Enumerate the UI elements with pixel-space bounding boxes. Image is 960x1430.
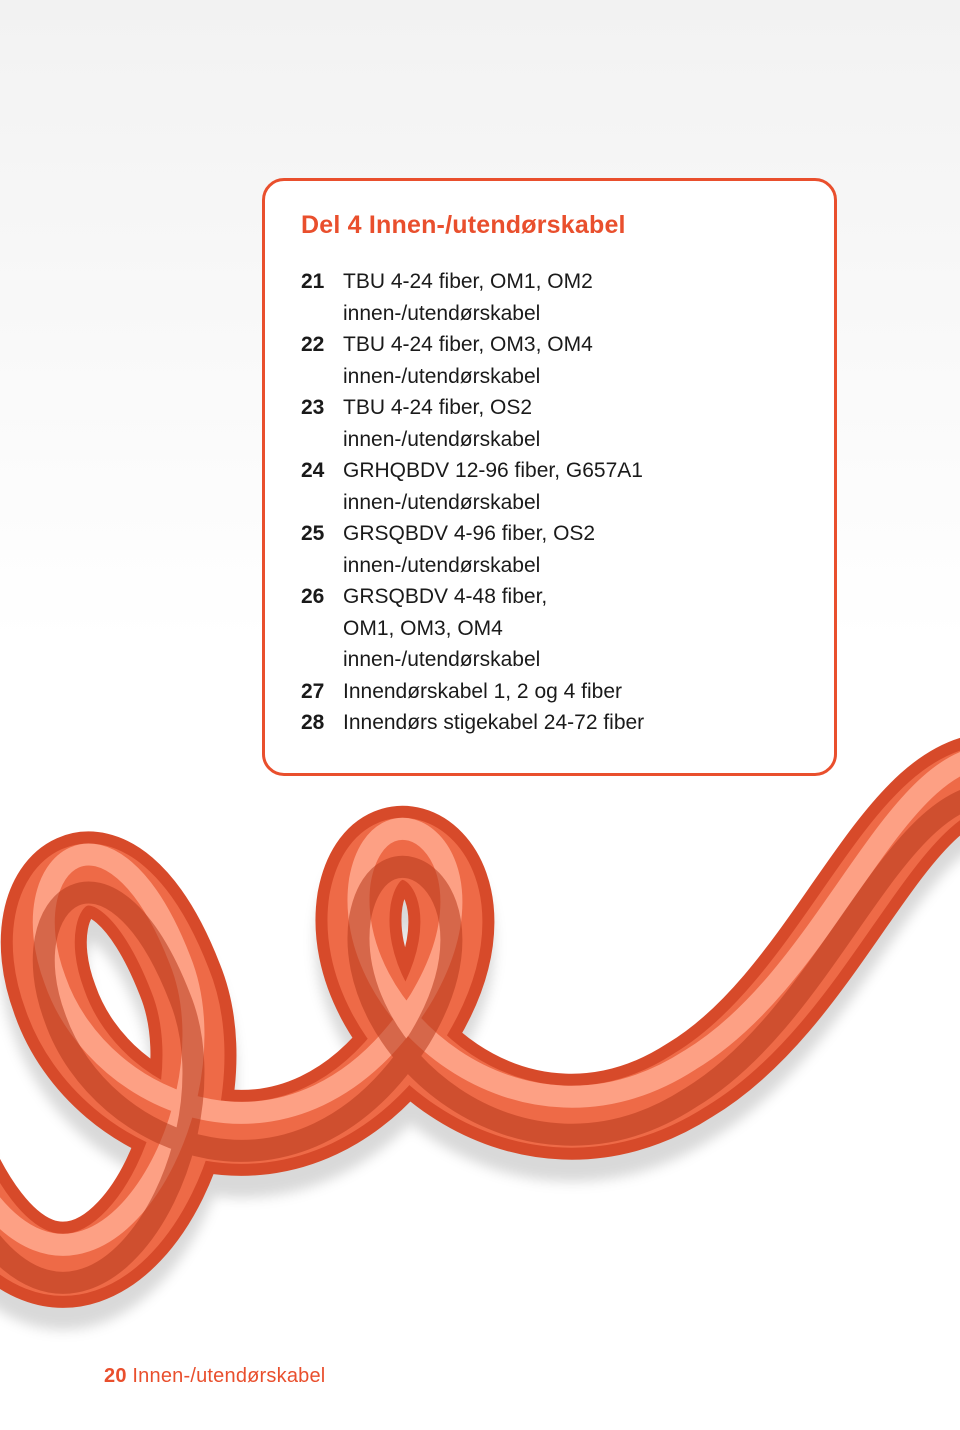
toc-list: 21TBU 4-24 fiber, OM1, OM2innen-/utendør… <box>301 266 798 739</box>
toc-item-subline: innen-/utendørskabel <box>343 644 798 676</box>
toc-item-label: Innendørs stigekabel 24-72 fiber <box>343 707 798 739</box>
toc-item-subline: innen-/utendørskabel <box>343 487 798 519</box>
toc-item-subline: innen-/utendørskabel <box>343 361 798 393</box>
toc-item-number: 22 <box>301 329 343 361</box>
toc-item-label: Innendørskabel 1, 2 og 4 fiber <box>343 676 798 708</box>
toc-box: Del 4 Innen-/utendørskabel 21TBU 4-24 fi… <box>262 178 837 776</box>
toc-item-number: 27 <box>301 676 343 708</box>
toc-item-subline: innen-/utendørskabel <box>343 424 798 456</box>
toc-item-label: GRSQBDV 4-96 fiber, OS2 <box>343 518 798 550</box>
toc-item-label: TBU 4-24 fiber, OM1, OM2 <box>343 266 798 298</box>
toc-item-label: TBU 4-24 fiber, OS2 <box>343 392 798 424</box>
toc-item-label: GRSQBDV 4-48 fiber, <box>343 581 798 613</box>
page-footer: 20 Innen-/utendørskabel <box>104 1365 325 1388</box>
toc-item-subline: OM1, OM3, OM4 <box>343 613 798 645</box>
toc-item-number: 21 <box>301 266 343 298</box>
toc-item-label: GRHQBDV 12-96 fiber, G657A1 <box>343 455 798 487</box>
toc-item-subline: innen-/utendørskabel <box>343 298 798 330</box>
toc-item-number: 23 <box>301 392 343 424</box>
toc-title: Del 4 Innen-/utendørskabel <box>301 211 798 240</box>
toc-item-subline: innen-/utendørskabel <box>343 550 798 582</box>
toc-item-number: 24 <box>301 455 343 487</box>
footer-section-label: Innen-/utendørskabel <box>132 1365 325 1387</box>
footer-page-number: 20 <box>104 1365 127 1387</box>
toc-item-number: 28 <box>301 707 343 739</box>
toc-item-number: 26 <box>301 581 343 613</box>
toc-item-number: 25 <box>301 518 343 550</box>
toc-item-label: TBU 4-24 fiber, OM3, OM4 <box>343 329 798 361</box>
